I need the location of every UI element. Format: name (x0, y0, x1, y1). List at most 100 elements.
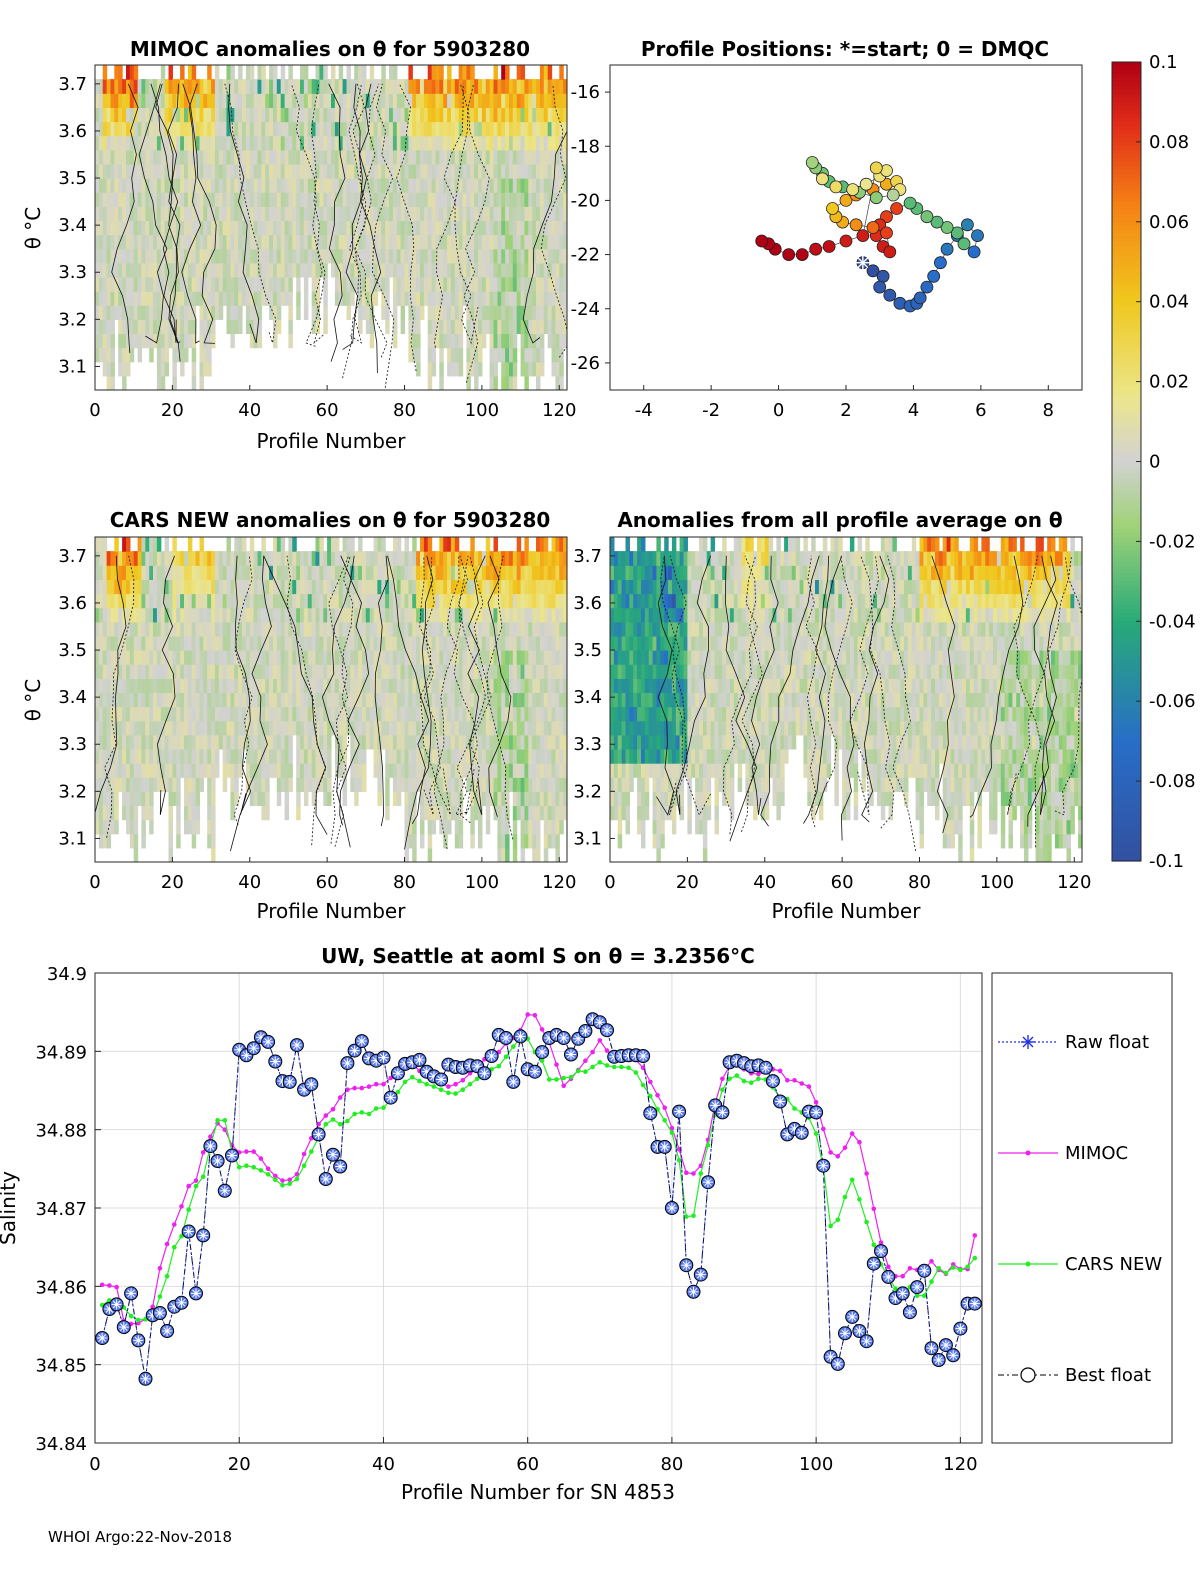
heatmap-cell (102, 135, 108, 151)
heatmap-cell (106, 149, 112, 165)
heatmap-cell (311, 93, 317, 109)
heatmap-cell (273, 692, 278, 708)
heatmap-cell (648, 551, 654, 566)
heatmap-cell (362, 777, 367, 792)
heatmap-cell (389, 692, 394, 708)
heatmap-cell (543, 277, 549, 292)
heatmap-cell (365, 579, 371, 595)
heatmap-cell (164, 635, 170, 651)
heatmap-cell (172, 565, 177, 581)
heatmap-cell (222, 734, 228, 750)
heatmap-cell (431, 206, 437, 222)
heatmap-cell (288, 678, 293, 694)
heatmap-cell (265, 734, 270, 750)
heatmap-cell (652, 678, 658, 694)
heatmap-cell (539, 805, 545, 821)
heatmap-cell (489, 319, 495, 335)
heatmap-cell (253, 107, 259, 123)
heatmap-cell (176, 107, 181, 123)
heatmap-cell (245, 262, 251, 278)
heatmap-cell (203, 291, 208, 306)
heatmap-cell (641, 537, 646, 552)
heatmap-cell (524, 635, 529, 651)
heatmap-cell (493, 305, 498, 320)
heatmap-cell (454, 833, 460, 849)
heatmap-cell (524, 749, 529, 764)
heatmap-cell (338, 621, 344, 637)
heatmap-cell (156, 579, 162, 595)
heatmap-cell (354, 178, 359, 193)
heatmap-cell (555, 305, 560, 320)
heatmap-cell (168, 565, 173, 581)
heatmap-cell (203, 706, 208, 722)
heatmap-cell (439, 692, 444, 708)
heatmap-cell (327, 107, 332, 123)
heatmap-cell (358, 220, 363, 236)
heatmap-cell (381, 163, 386, 179)
heatmap-cell (261, 791, 266, 807)
heatmap-cell (509, 763, 514, 778)
heatmap-cell (307, 248, 313, 264)
mimoc-title: MIMOC anomalies on θ for 5903280 (130, 37, 530, 61)
heatmap-cell (319, 763, 324, 778)
heatmap-cell (273, 79, 278, 94)
heatmap-cell (311, 277, 317, 292)
heatmap-cell (497, 678, 502, 694)
heatmap-cell (474, 347, 479, 363)
heatmap-cell (114, 579, 119, 595)
heatmap-cell (365, 248, 371, 264)
heatmap-cell (505, 93, 510, 109)
heatmap-cell (512, 107, 518, 123)
heatmap-cell (242, 678, 247, 694)
heatmap-cell (539, 206, 545, 222)
heatmap-cell (129, 79, 135, 94)
heatmap-cell (133, 593, 139, 609)
heatmap-cell (118, 692, 123, 708)
heatmap-cell (381, 93, 386, 109)
heatmap-cell (532, 763, 537, 778)
heatmap-cell (396, 678, 402, 694)
heatmap-cell (520, 720, 526, 736)
heatmap-cell (145, 551, 150, 566)
heatmap-cell (373, 93, 379, 109)
heatmap-cell (404, 650, 409, 665)
heatmap-cell (284, 121, 290, 137)
heatmap-cell (427, 819, 433, 835)
heatmap-cell (536, 291, 541, 306)
heatmap-cell (273, 593, 278, 609)
heatmap-cell (563, 163, 567, 179)
heatmap-cell (203, 121, 208, 137)
heatmap-cell (528, 763, 533, 778)
heatmap-cell (524, 805, 529, 821)
heatmap-cell (520, 107, 526, 123)
heatmap-cell (187, 565, 193, 581)
heatmap-cell (327, 607, 332, 623)
heatmap-cell (512, 593, 518, 609)
heatmap-cell (485, 621, 491, 637)
heatmap-cell (621, 692, 627, 708)
heatmap-cell (338, 593, 344, 609)
heatmap-cell (559, 305, 564, 320)
heatmap-cell (153, 579, 158, 595)
heatmap-cell (400, 135, 406, 151)
heatmap-cell (392, 706, 398, 722)
heatmap-cell (637, 635, 642, 651)
heatmap-cell (145, 333, 150, 349)
heatmap-cell (319, 79, 324, 94)
heatmap-cell (641, 607, 646, 623)
heatmap-cell (126, 291, 131, 306)
contour-line (150, 83, 179, 343)
heatmap-cell (180, 248, 185, 264)
heatmap-cell (129, 192, 135, 207)
heatmap-cell (323, 65, 328, 80)
heatmap-cell (501, 565, 506, 581)
heatmap-cell (493, 607, 498, 623)
heatmap-cell (176, 579, 181, 595)
heatmap-cell (199, 579, 204, 595)
heatmap-cell (95, 234, 100, 250)
contour-line (263, 555, 328, 835)
heatmap-cell (559, 664, 564, 679)
heatmap-cell (315, 593, 320, 609)
heatmap-cell (450, 791, 456, 807)
heatmap-cell (423, 720, 429, 736)
